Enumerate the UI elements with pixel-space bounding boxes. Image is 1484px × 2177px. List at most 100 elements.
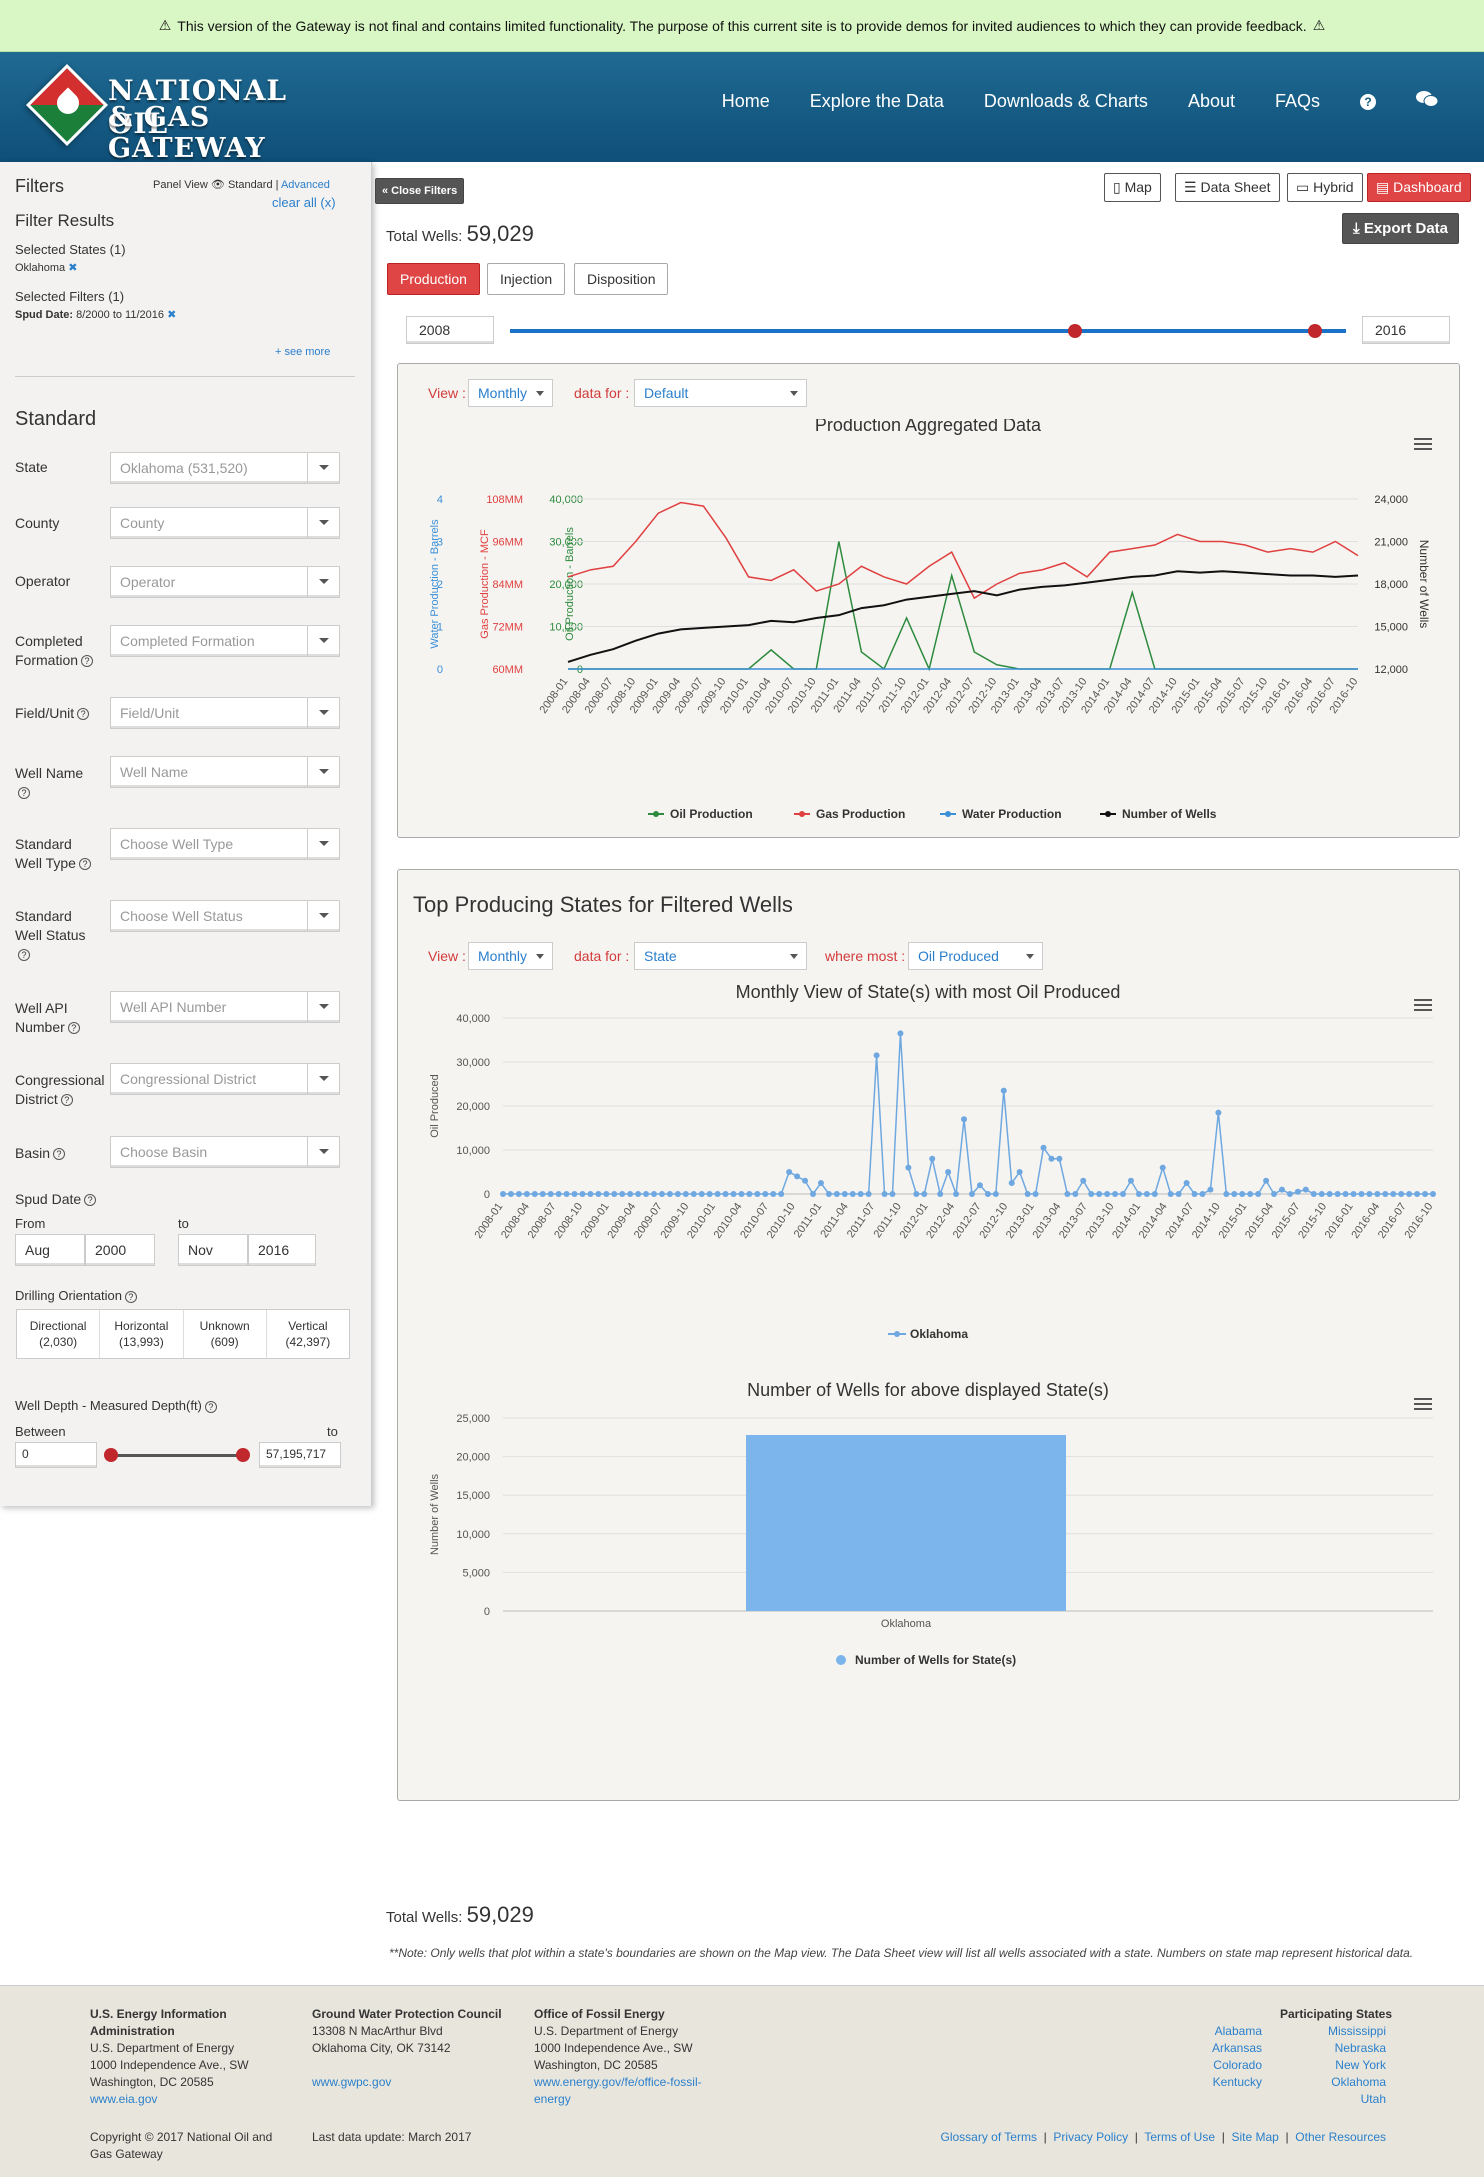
help-icon[interactable]: ? <box>18 949 30 962</box>
help-icon[interactable]: ? <box>67 1022 80 1035</box>
nav-about[interactable]: About <box>1187 90 1235 111</box>
nav-downloads[interactable]: Downloads & Charts <box>983 90 1148 111</box>
y-tick-label: 40,000 <box>456 1013 490 1025</box>
privacy-link[interactable]: Privacy Policy <box>1053 2130 1129 2144</box>
chart-menu-icon[interactable] <box>1414 438 1432 452</box>
help-icon[interactable]: ? <box>84 1194 97 1207</box>
sitemap-link[interactable]: Site Map <box>1231 2130 1279 2144</box>
help-icon[interactable]: ? <box>53 1148 66 1161</box>
data-point <box>1422 1191 1429 1197</box>
nav-home[interactable]: Home <box>721 90 770 111</box>
spud-from-year[interactable]: 2000 <box>85 1234 155 1266</box>
data-point <box>865 1191 872 1197</box>
datasheet-view-button[interactable]: ☰ Data Sheet <box>1175 173 1280 202</box>
field-unit-select[interactable]: Field/Unit <box>110 697 340 729</box>
state-link[interactable]: Arkansas <box>1212 2041 1263 2055</box>
help-icon[interactable]: ? <box>81 655 94 668</box>
map-view-button[interactable]: ▯ Map <box>1104 173 1161 202</box>
footer-links: Glossary of Terms | Privacy Policy | Ter… <box>940 2130 1386 2144</box>
dashboard-icon: ▤ <box>1376 179 1390 195</box>
orientation-horizontal[interactable]: Horizontal (13,993) <box>100 1310 184 1358</box>
chart-menu-icon[interactable] <box>1414 999 1432 1013</box>
where-most-select[interactable]: Oil Produced <box>908 942 1043 970</box>
state-link[interactable]: Alabama <box>1214 2024 1262 2038</box>
depth-slider-track[interactable] <box>110 1454 244 1457</box>
other-resources-link[interactable]: Other Resources <box>1295 2130 1386 2144</box>
help-icon[interactable]: ? <box>1360 93 1376 110</box>
data-point <box>953 1191 960 1197</box>
view-select[interactable]: Monthly <box>468 942 553 970</box>
y-tick-label: 5,000 <box>462 1567 490 1579</box>
dashboard-view-button[interactable]: ▤ Dashboard <box>1367 173 1471 202</box>
state-link[interactable]: Oklahoma <box>1331 2075 1386 2089</box>
chart-menu-icon[interactable] <box>1414 1398 1432 1412</box>
site-logo[interactable]: NATIONAL OIL & GAS GATEWAY <box>25 63 344 164</box>
standard-mode-link[interactable]: Standard <box>227 179 273 191</box>
orientation-vertical[interactable]: Vertical (42,397) <box>285 1319 331 1349</box>
nav-faqs[interactable]: FAQs <box>1274 90 1320 111</box>
orientation-unknown[interactable]: Unknown (609) <box>184 1310 267 1358</box>
export-data-button[interactable]: ⤓ Export Data <box>1342 213 1459 244</box>
depth-max-input[interactable]: 57,195,717 <box>259 1442 341 1468</box>
depth-slider-min-handle[interactable] <box>104 1448 118 1462</box>
gwpc-link[interactable]: www.gwpc.gov <box>312 2075 392 2089</box>
completed-formation-select[interactable]: Completed Formation <box>110 625 340 657</box>
basin-select[interactable]: Choose Basin <box>110 1136 340 1168</box>
spud-from-month[interactable]: Aug <box>15 1234 85 1266</box>
data-for-select[interactable]: State <box>634 942 807 970</box>
terms-link[interactable]: Terms of Use <box>1144 2130 1216 2144</box>
well-type-select[interactable]: Choose Well Type <box>110 828 340 860</box>
data-point <box>1000 1087 1007 1094</box>
year-range-track[interactable] <box>510 329 1346 333</box>
nav-explore[interactable]: Explore the Data <box>809 90 944 111</box>
chat-icon[interactable] <box>1416 90 1439 112</box>
tab-injection[interactable]: Injection <box>487 263 566 295</box>
tab-disposition[interactable]: Disposition <box>574 263 669 295</box>
clear-all-link[interactable]: clear all (x) <box>272 195 336 210</box>
state-link[interactable]: Colorado <box>1213 2058 1262 2072</box>
help-icon[interactable]: ? <box>124 1290 137 1303</box>
remove-icon[interactable]: ✖ <box>68 262 78 274</box>
congressional-district-select[interactable]: Congressional District <box>110 1063 340 1095</box>
help-icon[interactable]: ? <box>78 858 91 871</box>
data-point <box>1143 1191 1150 1197</box>
help-icon[interactable]: ? <box>77 708 90 721</box>
depth-min-input[interactable]: 0 <box>15 1442 97 1468</box>
range-end-input[interactable]: 2016 <box>1362 316 1450 344</box>
data-for-select[interactable]: Default <box>634 379 807 407</box>
state-select[interactable]: Oklahoma (531,520) <box>110 452 340 484</box>
county-select[interactable]: County <box>110 507 340 539</box>
see-more-link[interactable]: + see more <box>275 346 331 358</box>
spud-date-chip[interactable]: Spud Date: 8/2000 to 11/2016 ✖ <box>15 309 177 321</box>
help-icon[interactable]: ? <box>18 787 30 800</box>
tab-production[interactable]: Production <box>387 263 480 295</box>
well-name-select[interactable]: Well Name <box>110 756 340 788</box>
operator-select[interactable]: Operator <box>110 566 340 598</box>
help-icon[interactable]: ? <box>204 1400 217 1413</box>
range-end-handle[interactable] <box>1308 324 1322 338</box>
state-link[interactable]: Kentucky <box>1212 2075 1262 2089</box>
spud-to-year[interactable]: 2016 <box>248 1234 316 1266</box>
orientation-directional[interactable]: Directional (2,030) <box>17 1310 101 1358</box>
state-link[interactable]: New York <box>1335 2058 1386 2072</box>
remove-icon[interactable]: ✖ <box>167 309 177 321</box>
well-status-select[interactable]: Choose Well Status <box>110 900 340 932</box>
view-select[interactable]: Monthly <box>468 379 553 407</box>
range-start-handle[interactable] <box>1068 324 1082 338</box>
range-start-input[interactable]: 2008 <box>406 316 494 344</box>
close-filters-button[interactable]: « Close Filters <box>375 178 465 204</box>
state-link[interactable]: Mississippi <box>1327 2024 1386 2038</box>
api-number-select[interactable]: Well API Number <box>110 991 340 1023</box>
fe-link[interactable]: www.energy.gov/fe/office-fossil-energy <box>534 2075 702 2106</box>
glossary-link[interactable]: Glossary of Terms <box>940 2130 1037 2144</box>
spud-to-month[interactable]: Nov <box>178 1234 248 1266</box>
state-link[interactable]: Nebraska <box>1334 2041 1386 2055</box>
data-point <box>1151 1191 1158 1197</box>
depth-slider-max-handle[interactable] <box>236 1448 250 1462</box>
advanced-mode-link[interactable]: Advanced <box>280 179 330 191</box>
state-chip[interactable]: Oklahoma ✖ <box>15 262 78 274</box>
help-icon[interactable]: ? <box>60 1094 73 1107</box>
hybrid-view-button[interactable]: ▭ Hybrid <box>1287 173 1363 202</box>
state-link[interactable]: Utah <box>1360 2092 1386 2106</box>
eia-link[interactable]: www.eia.gov <box>90 2092 158 2106</box>
